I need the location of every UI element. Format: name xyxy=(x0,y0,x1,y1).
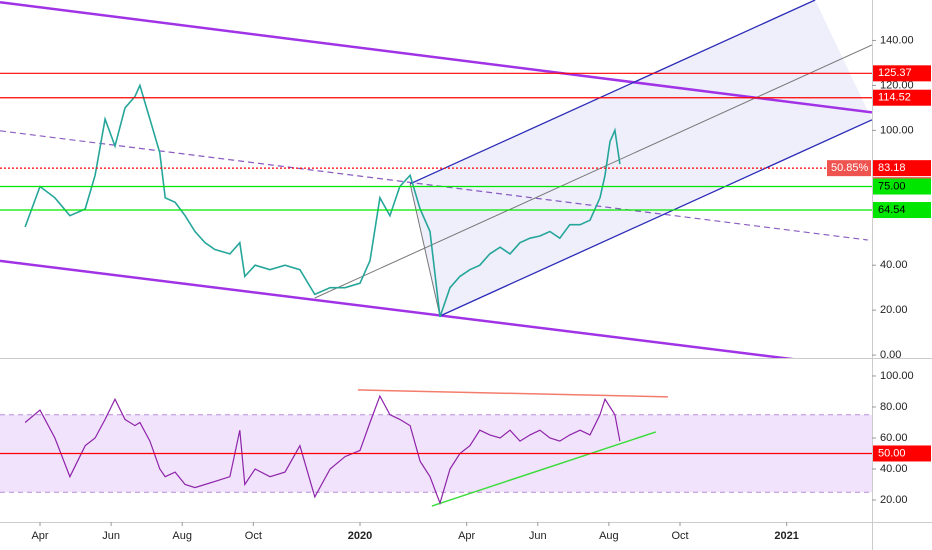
x-tick-label: 2020 xyxy=(348,530,372,542)
y-tick-label: 60.00 xyxy=(880,432,908,444)
y-tick-label: 80.00 xyxy=(880,401,908,413)
x-tick-label: Oct xyxy=(245,530,262,542)
x-tick-label: Apr xyxy=(31,530,48,542)
trend-line xyxy=(0,1,872,114)
x-tick-label: Aug xyxy=(599,530,619,542)
y-tick-label: 120.00 xyxy=(880,79,914,91)
x-tick-label: Jun xyxy=(102,530,120,542)
trend-line xyxy=(0,130,868,241)
y-tick-label: 40.00 xyxy=(880,259,908,271)
level-badge xyxy=(873,202,931,219)
level-label: 125.37 xyxy=(878,67,912,79)
level-badge xyxy=(873,178,931,195)
level-label: 83.18 xyxy=(878,162,906,174)
level-label: 114.52 xyxy=(878,92,911,104)
y-tick-label: 0.00 xyxy=(880,349,901,361)
trend-line xyxy=(0,259,794,358)
price-line xyxy=(24,83,621,318)
y-tick-label: 40.00 xyxy=(880,463,908,475)
y-tick-label: 140.00 xyxy=(880,34,914,46)
pitchfork-fill xyxy=(410,0,872,316)
level-badge xyxy=(873,89,931,106)
y-tick-label: 100.00 xyxy=(880,370,914,382)
trend-line xyxy=(357,389,668,398)
y-tick-label: 20.00 xyxy=(880,304,908,316)
x-tick-label: 2021 xyxy=(774,530,798,542)
y-tick-label: 20.00 xyxy=(880,494,908,506)
trend-line xyxy=(409,183,441,317)
level-badge xyxy=(873,160,931,177)
level-badge xyxy=(873,65,931,82)
x-tick-label: Apr xyxy=(458,530,475,542)
trend-line xyxy=(409,0,816,185)
level-label: 50.00 xyxy=(878,447,906,459)
percent-label: 50.85% xyxy=(831,162,869,174)
level-badge xyxy=(873,445,931,462)
y-tick-label: 100.00 xyxy=(880,124,914,136)
trend-line xyxy=(431,431,657,507)
x-tick-label: Jun xyxy=(529,530,547,542)
x-tick-label: Aug xyxy=(172,530,192,542)
level-label: 64.54 xyxy=(878,204,906,216)
x-tick-label: Oct xyxy=(671,530,688,542)
level-label: 75.00 xyxy=(878,180,906,192)
trend-line xyxy=(439,119,872,317)
percent-badge xyxy=(827,160,871,177)
trend-line xyxy=(314,44,872,299)
